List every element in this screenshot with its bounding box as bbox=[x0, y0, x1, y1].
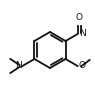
Text: N: N bbox=[15, 62, 21, 70]
Text: O: O bbox=[76, 13, 83, 23]
Text: N: N bbox=[79, 29, 86, 39]
Text: O: O bbox=[79, 62, 86, 70]
